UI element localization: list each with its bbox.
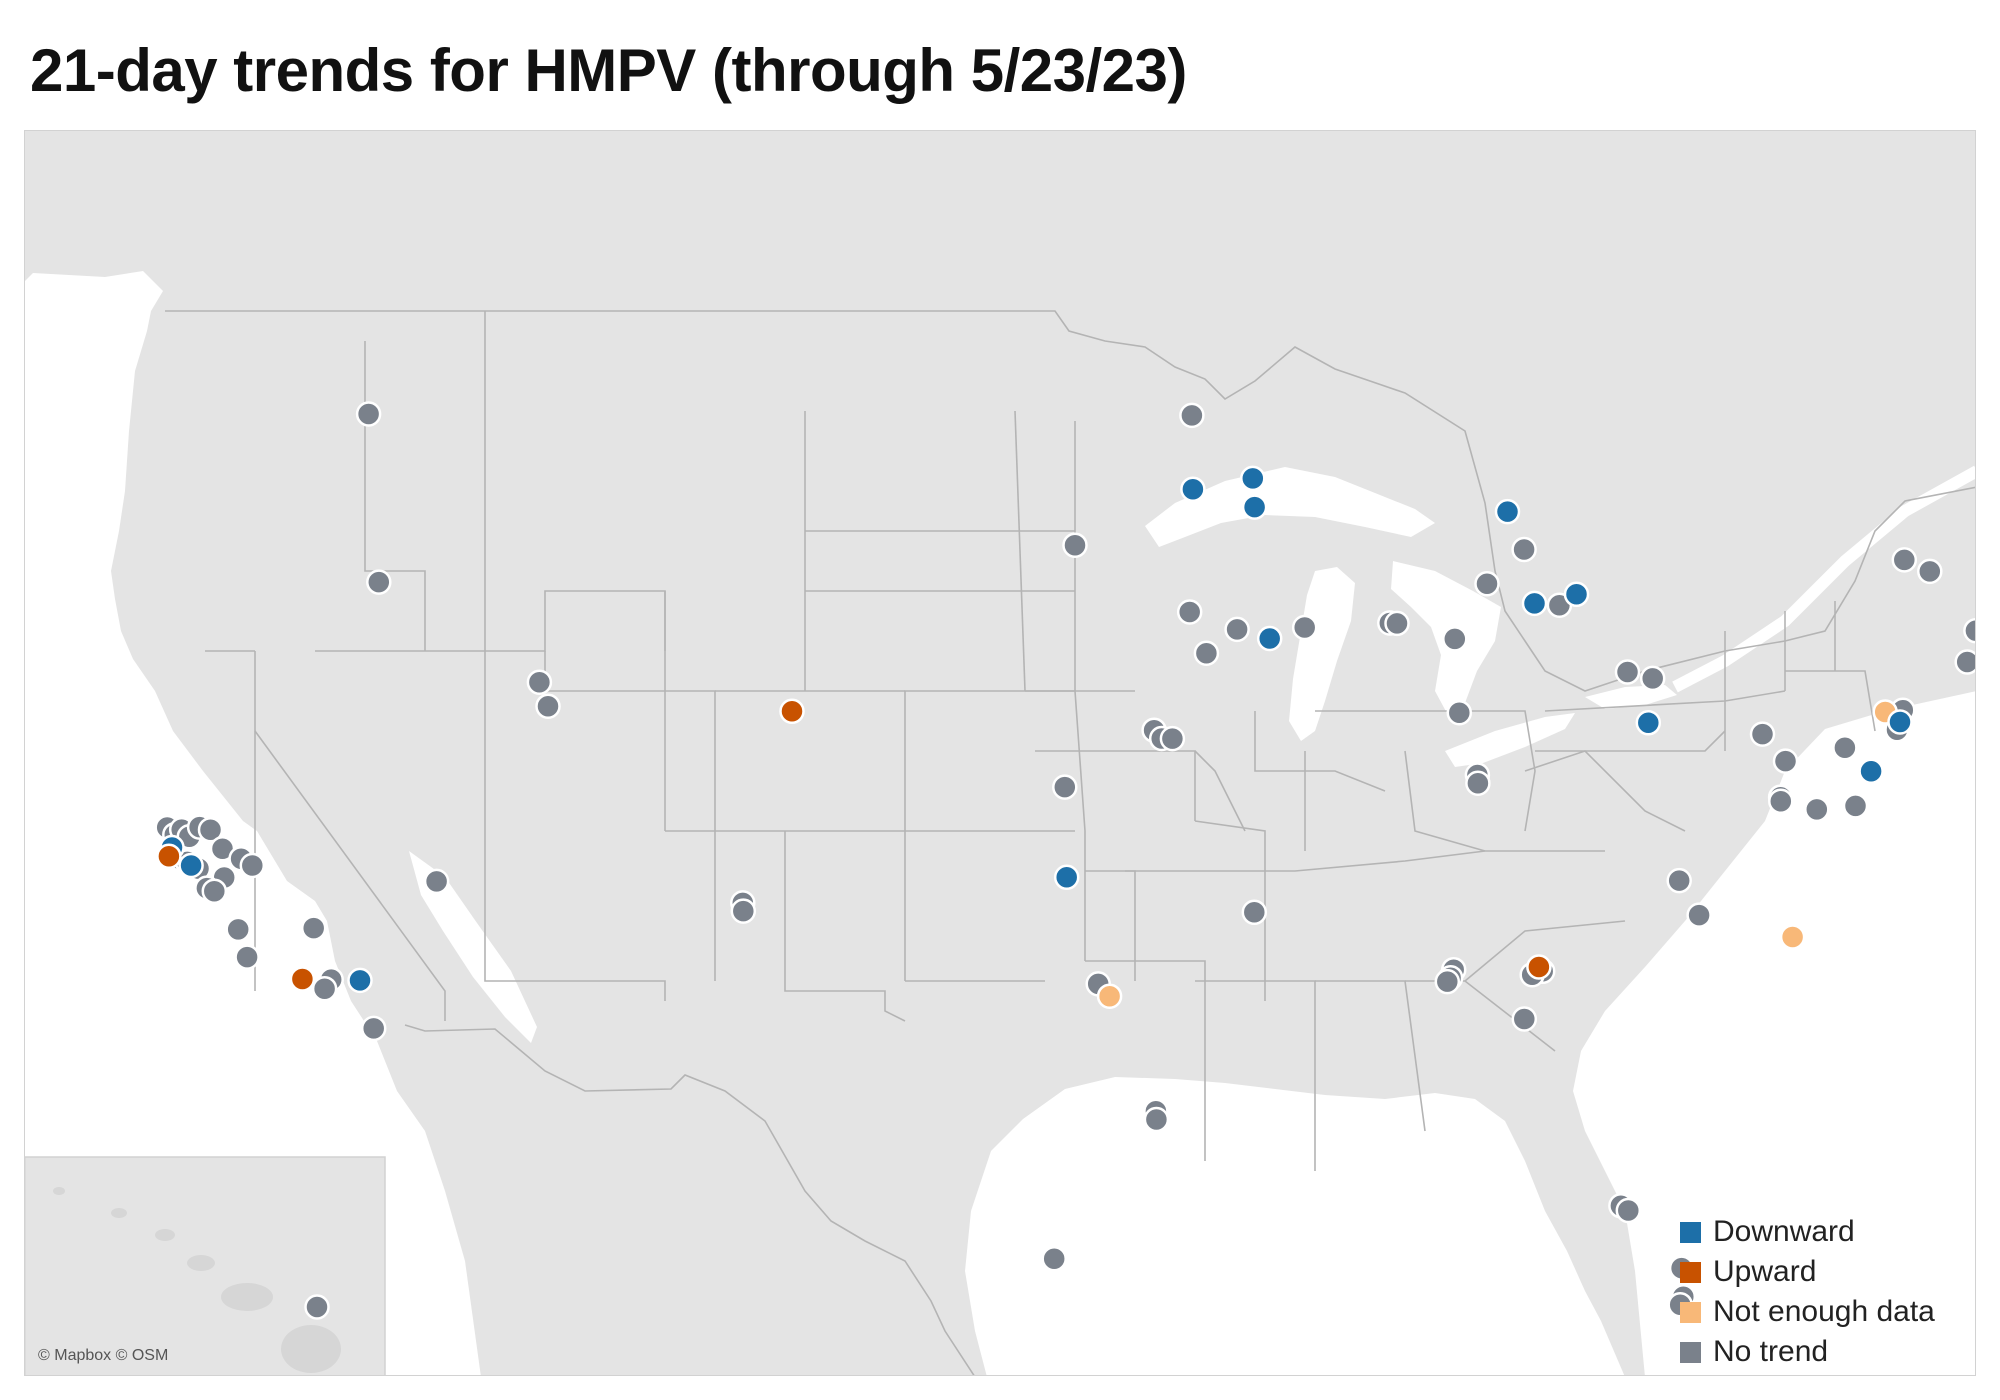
site-marker-no-trend[interactable] xyxy=(300,915,327,941)
us-mexico-border xyxy=(404,1024,975,1375)
site-marker-no-trend[interactable] xyxy=(1954,649,1976,675)
site-marker-no-trend[interactable] xyxy=(311,975,338,1002)
site-marker-no-trend[interactable] xyxy=(1176,599,1203,625)
legend-label: No trend xyxy=(1713,1335,1829,1368)
site-marker-upward[interactable] xyxy=(1526,954,1552,980)
site-marker-no-trend[interactable] xyxy=(535,693,561,719)
site-marker-no-trend[interactable] xyxy=(225,916,251,943)
site-marker-no-trend[interactable] xyxy=(1917,558,1943,585)
site-marker-no-trend[interactable] xyxy=(1511,1006,1538,1032)
site-marker-no-trend[interactable] xyxy=(1804,796,1830,823)
site-marker-no-trend[interactable] xyxy=(360,1015,387,1042)
legend-label: Upward xyxy=(1713,1255,1817,1288)
site-marker-no-trend[interactable] xyxy=(234,944,260,970)
site-marker-no-trend[interactable] xyxy=(366,569,392,595)
site-marker-downward[interactable] xyxy=(1256,625,1283,652)
legend-item-downward: Downward xyxy=(1680,1212,1935,1252)
site-marker-no-trend[interactable] xyxy=(304,1294,330,1320)
site-marker-downward[interactable] xyxy=(1240,465,1266,492)
site-marker-not-enough[interactable] xyxy=(1779,924,1806,950)
site-marker-no-trend[interactable] xyxy=(1614,659,1641,685)
sites-layer[interactable] xyxy=(154,401,1976,1320)
site-marker-downward[interactable] xyxy=(1494,498,1521,525)
site-marker-not-enough[interactable] xyxy=(1096,983,1123,1009)
site-marker-no-trend[interactable] xyxy=(1052,774,1078,800)
borders xyxy=(165,310,1975,1375)
hawaii-inset xyxy=(25,1156,386,1375)
legend-swatch xyxy=(1680,1261,1701,1283)
site-marker-downward[interactable] xyxy=(1053,864,1080,891)
site-marker-no-trend[interactable] xyxy=(1143,1106,1170,1133)
site-marker-no-trend[interactable] xyxy=(1241,899,1268,926)
legend-item-upward: Upward xyxy=(1680,1252,1935,1292)
site-marker-no-trend[interactable] xyxy=(1511,536,1537,563)
lake-erie xyxy=(1445,713,1575,767)
site-marker-downward[interactable] xyxy=(1521,590,1548,617)
lake-michigan xyxy=(1289,567,1355,741)
site-marker-downward[interactable] xyxy=(1635,710,1662,736)
site-marker-no-trend[interactable] xyxy=(1224,616,1250,643)
gulf-of-mexico xyxy=(965,1077,1625,1375)
site-marker-downward[interactable] xyxy=(1563,581,1590,608)
map-attribution: © Mapbox © OSM xyxy=(38,1347,169,1364)
legend-label: Downward xyxy=(1713,1215,1855,1248)
site-marker-no-trend[interactable] xyxy=(197,816,224,843)
site-marker-no-trend[interactable] xyxy=(1768,788,1794,815)
atlantic-ocean xyxy=(1573,691,1975,1375)
site-marker-no-trend[interactable] xyxy=(1291,614,1318,641)
legend-swatch xyxy=(1680,1221,1701,1243)
site-marker-no-trend[interactable] xyxy=(526,669,553,695)
site-marker-upward[interactable] xyxy=(779,698,805,725)
site-marker-no-trend[interactable] xyxy=(1384,610,1410,637)
site-marker-no-trend[interactable] xyxy=(1446,699,1473,726)
legend-swatch xyxy=(1680,1301,1701,1323)
map[interactable] xyxy=(24,130,1976,1376)
st-lawrence-river xyxy=(1672,465,1975,693)
map-title: 21-day trends for HMPV (through 5/23/23) xyxy=(30,37,1187,104)
site-marker-no-trend[interactable] xyxy=(1749,721,1776,747)
site-marker-no-trend[interactable] xyxy=(1615,1197,1642,1224)
site-marker-downward[interactable] xyxy=(1241,494,1268,520)
site-marker-no-trend[interactable] xyxy=(1434,968,1461,995)
site-marker-no-trend[interactable] xyxy=(1832,734,1858,761)
site-marker-no-trend[interactable] xyxy=(423,868,450,895)
site-marker-no-trend[interactable] xyxy=(1686,902,1712,928)
site-marker-downward[interactable] xyxy=(347,967,373,994)
site-marker-no-trend[interactable] xyxy=(1442,626,1468,652)
site-marker-no-trend[interactable] xyxy=(239,852,266,879)
legend-swatch xyxy=(1680,1341,1701,1363)
site-marker-downward[interactable] xyxy=(1858,758,1884,784)
legend-item-no-trend: No trend xyxy=(1680,1332,1935,1372)
us-canada-border xyxy=(165,310,1975,692)
site-marker-no-trend[interactable] xyxy=(1666,867,1692,894)
legend: Downward Upward Not enough data No trend xyxy=(1680,1212,1935,1372)
legend-label: Not enough data xyxy=(1713,1295,1935,1328)
site-marker-downward[interactable] xyxy=(1180,476,1206,502)
site-marker-no-trend[interactable] xyxy=(1772,748,1799,774)
site-marker-no-trend[interactable] xyxy=(1963,617,1976,644)
site-marker-no-trend[interactable] xyxy=(1193,640,1220,666)
site-marker-upward[interactable] xyxy=(156,843,182,869)
site-marker-no-trend[interactable] xyxy=(1842,793,1869,819)
lake-superior xyxy=(1145,467,1435,547)
site-marker-downward[interactable] xyxy=(178,852,204,879)
site-marker-no-trend[interactable] xyxy=(201,878,228,904)
site-marker-no-trend[interactable] xyxy=(1465,770,1491,796)
site-marker-no-trend[interactable] xyxy=(355,401,382,427)
site-marker-no-trend[interactable] xyxy=(1179,402,1205,429)
map-canvas[interactable] xyxy=(25,131,1976,1376)
site-marker-no-trend[interactable] xyxy=(1062,532,1088,558)
site-marker-upward[interactable] xyxy=(289,966,316,992)
site-marker-no-trend[interactable] xyxy=(1159,725,1186,752)
site-marker-downward[interactable] xyxy=(1887,709,1913,735)
site-marker-no-trend[interactable] xyxy=(1474,570,1500,597)
gulf-of-california xyxy=(409,851,537,1043)
legend-item-not-enough: Not enough data xyxy=(1680,1292,1935,1332)
site-marker-no-trend[interactable] xyxy=(1639,665,1666,692)
site-marker-no-trend[interactable] xyxy=(1891,547,1918,573)
site-marker-no-trend[interactable] xyxy=(730,898,757,924)
site-marker-no-trend[interactable] xyxy=(1041,1246,1067,1272)
pacific-ocean xyxy=(25,271,481,1375)
